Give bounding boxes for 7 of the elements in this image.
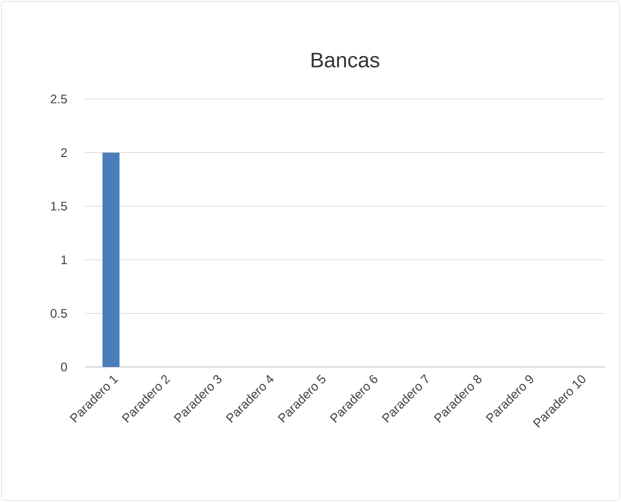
chart-title: Bancas: [312, 52, 380, 68]
y-tick-label: 2: [61, 148, 67, 157]
y-tick-label: 1.5: [51, 202, 67, 211]
y-tick-label: 1: [61, 256, 67, 264]
y-tick-label: 0.5: [50, 308, 67, 318]
y-tick-label: 0: [61, 362, 67, 372]
y-tick-label: 2.5: [50, 94, 67, 104]
